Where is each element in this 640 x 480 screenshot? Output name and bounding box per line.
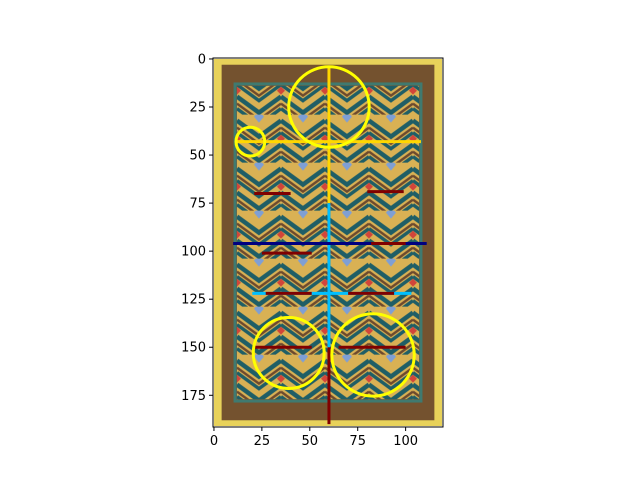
overlay-circle-1: [234, 125, 267, 158]
y-tick-label-1: 25: [189, 101, 206, 116]
x-tick-label-4: 100: [393, 434, 418, 449]
x-axis: 0 25 50 75 100: [210, 427, 418, 449]
annotation-overlay: [233, 65, 427, 425]
y-tick-label-0: 0: [198, 52, 206, 67]
y-tick-label-2: 50: [189, 149, 206, 164]
x-tick-label-2: 50: [302, 434, 319, 449]
y-tick-label-6: 150: [181, 341, 206, 356]
x-tick-label-1: 25: [254, 434, 271, 449]
y-tick-label-3: 75: [189, 197, 206, 212]
y-tick-label-5: 125: [181, 293, 206, 308]
x-tick-label-3: 75: [349, 434, 366, 449]
y-axis: 0 25 50 75 100 125 150 175: [181, 52, 213, 404]
overlay-circle-2: [251, 316, 326, 390]
x-tick-label-0: 0: [210, 434, 218, 449]
overlay-circle-0: [287, 65, 371, 149]
overlay-circle-3: [330, 312, 416, 398]
axes-frame: [212, 57, 444, 428]
y-tick-label-7: 175: [181, 389, 206, 404]
y-tick-label-4: 100: [181, 245, 206, 260]
